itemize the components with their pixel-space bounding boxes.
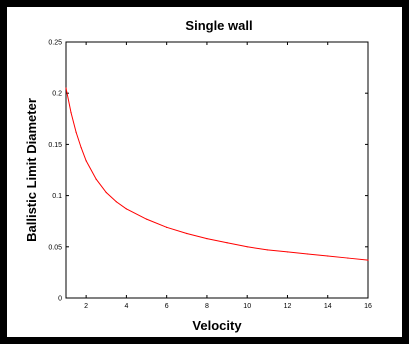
data-point: [246, 246, 248, 248]
data-point: [206, 238, 208, 240]
data-point: [65, 87, 67, 89]
data-point: [70, 112, 72, 114]
data-point: [75, 131, 77, 133]
x-axis-label: Velocity: [192, 318, 242, 333]
data-point: [327, 255, 329, 257]
y-axis-label: Ballistic Limit Diameter: [24, 98, 39, 242]
x-tick-label: 14: [324, 303, 332, 310]
data-point: [367, 259, 369, 261]
x-tick-label: 10: [243, 303, 251, 310]
x-tick-label: 12: [284, 303, 292, 310]
data-point: [166, 226, 168, 228]
data-point: [145, 218, 148, 220]
data-point: [95, 178, 97, 180]
y-tick-label: 0.2: [52, 91, 62, 98]
y-tick-label: 0.15: [48, 142, 62, 149]
data-point: [125, 208, 127, 210]
data-point: [105, 191, 107, 194]
data-point: [226, 242, 228, 244]
chart-title: Single wall: [185, 18, 252, 33]
data-point: [286, 251, 289, 253]
axis-ticks: 2 4 6 8 10 12 14 16 0 0.05 0.1 0.15 0.2 0.25: [48, 40, 372, 311]
y-tick-label: 0.05: [48, 244, 62, 251]
y-tick-label: 0: [58, 296, 62, 303]
plot-area: [65, 41, 369, 299]
y-tick-label: 0.1: [52, 193, 62, 200]
x-tick-label: 6: [165, 303, 169, 310]
series-layer: [65, 87, 369, 261]
data-point: [307, 253, 309, 255]
data-point: [115, 201, 117, 203]
x-tick-label: 4: [124, 303, 128, 310]
data-point: [266, 249, 268, 251]
x-tick-label: 2: [84, 303, 88, 310]
data-point: [80, 146, 82, 149]
x-tick-label: 16: [364, 303, 372, 310]
data-point: [186, 232, 188, 235]
data-point: [85, 160, 87, 162]
y-tick-label: 0.25: [48, 40, 62, 47]
data-point: [347, 257, 349, 259]
x-tick-label: 8: [205, 303, 209, 310]
